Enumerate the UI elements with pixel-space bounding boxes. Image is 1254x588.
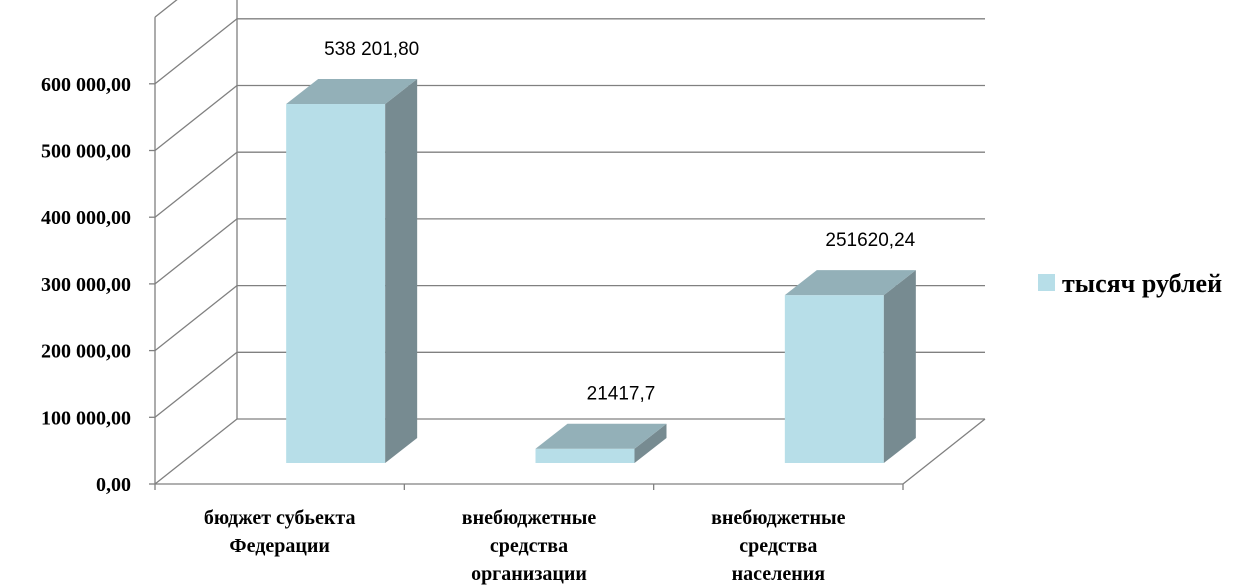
x-category-label: бюджет субьекта Федерации xyxy=(204,507,356,557)
gridline-diagonal xyxy=(154,351,238,418)
data-label: 538 201,80 xyxy=(324,39,419,60)
data-label: 251620,24 xyxy=(825,230,915,251)
gridline-diagonal xyxy=(154,0,178,18)
gridline-diagonal xyxy=(154,84,238,152)
chart-labels: 538 201,80 21417,7 251620,24 xyxy=(324,39,916,405)
x-category-label: внебюджетные средства населения xyxy=(711,507,846,585)
gridline-diagonal xyxy=(154,18,238,85)
legend-swatch xyxy=(1038,274,1055,291)
gridline-diagonal xyxy=(154,218,238,285)
y-tick-label: 100 000,00 xyxy=(41,407,131,429)
bar-top xyxy=(784,270,916,296)
bar-top xyxy=(286,79,418,105)
chart-axes: 0,00 100 000,00 200 000,00 300 000,00 400 00… xyxy=(41,17,904,585)
bar-side xyxy=(883,270,916,463)
bar-side xyxy=(634,423,667,463)
floor-right-edge xyxy=(902,418,986,485)
x-category-label: внебюджетные средства организации xyxy=(462,507,597,585)
y-tick-label: 400 000,00 xyxy=(41,207,131,229)
y-tick-label: 600 000,00 xyxy=(41,74,131,96)
y-tick-label: 300 000,00 xyxy=(41,274,131,296)
bar-front xyxy=(535,448,635,463)
bar-front xyxy=(286,104,386,463)
y-tick-label: 500 000,00 xyxy=(41,141,131,163)
data-label: 21417,7 xyxy=(587,384,656,405)
gridline-diagonal xyxy=(154,151,238,218)
y-tick-label: 200 000,00 xyxy=(41,341,131,363)
bar-side xyxy=(385,79,418,463)
bar-top xyxy=(535,423,667,449)
bar-front xyxy=(784,295,884,463)
chart-bars xyxy=(286,79,916,463)
gridline-diagonal xyxy=(154,285,238,352)
chart-legend: тысяч рублей xyxy=(1038,269,1222,298)
legend-label: тысяч рублей xyxy=(1062,269,1222,298)
y-tick-label: 0,00 xyxy=(96,474,131,496)
gridline-diagonal xyxy=(154,418,238,485)
